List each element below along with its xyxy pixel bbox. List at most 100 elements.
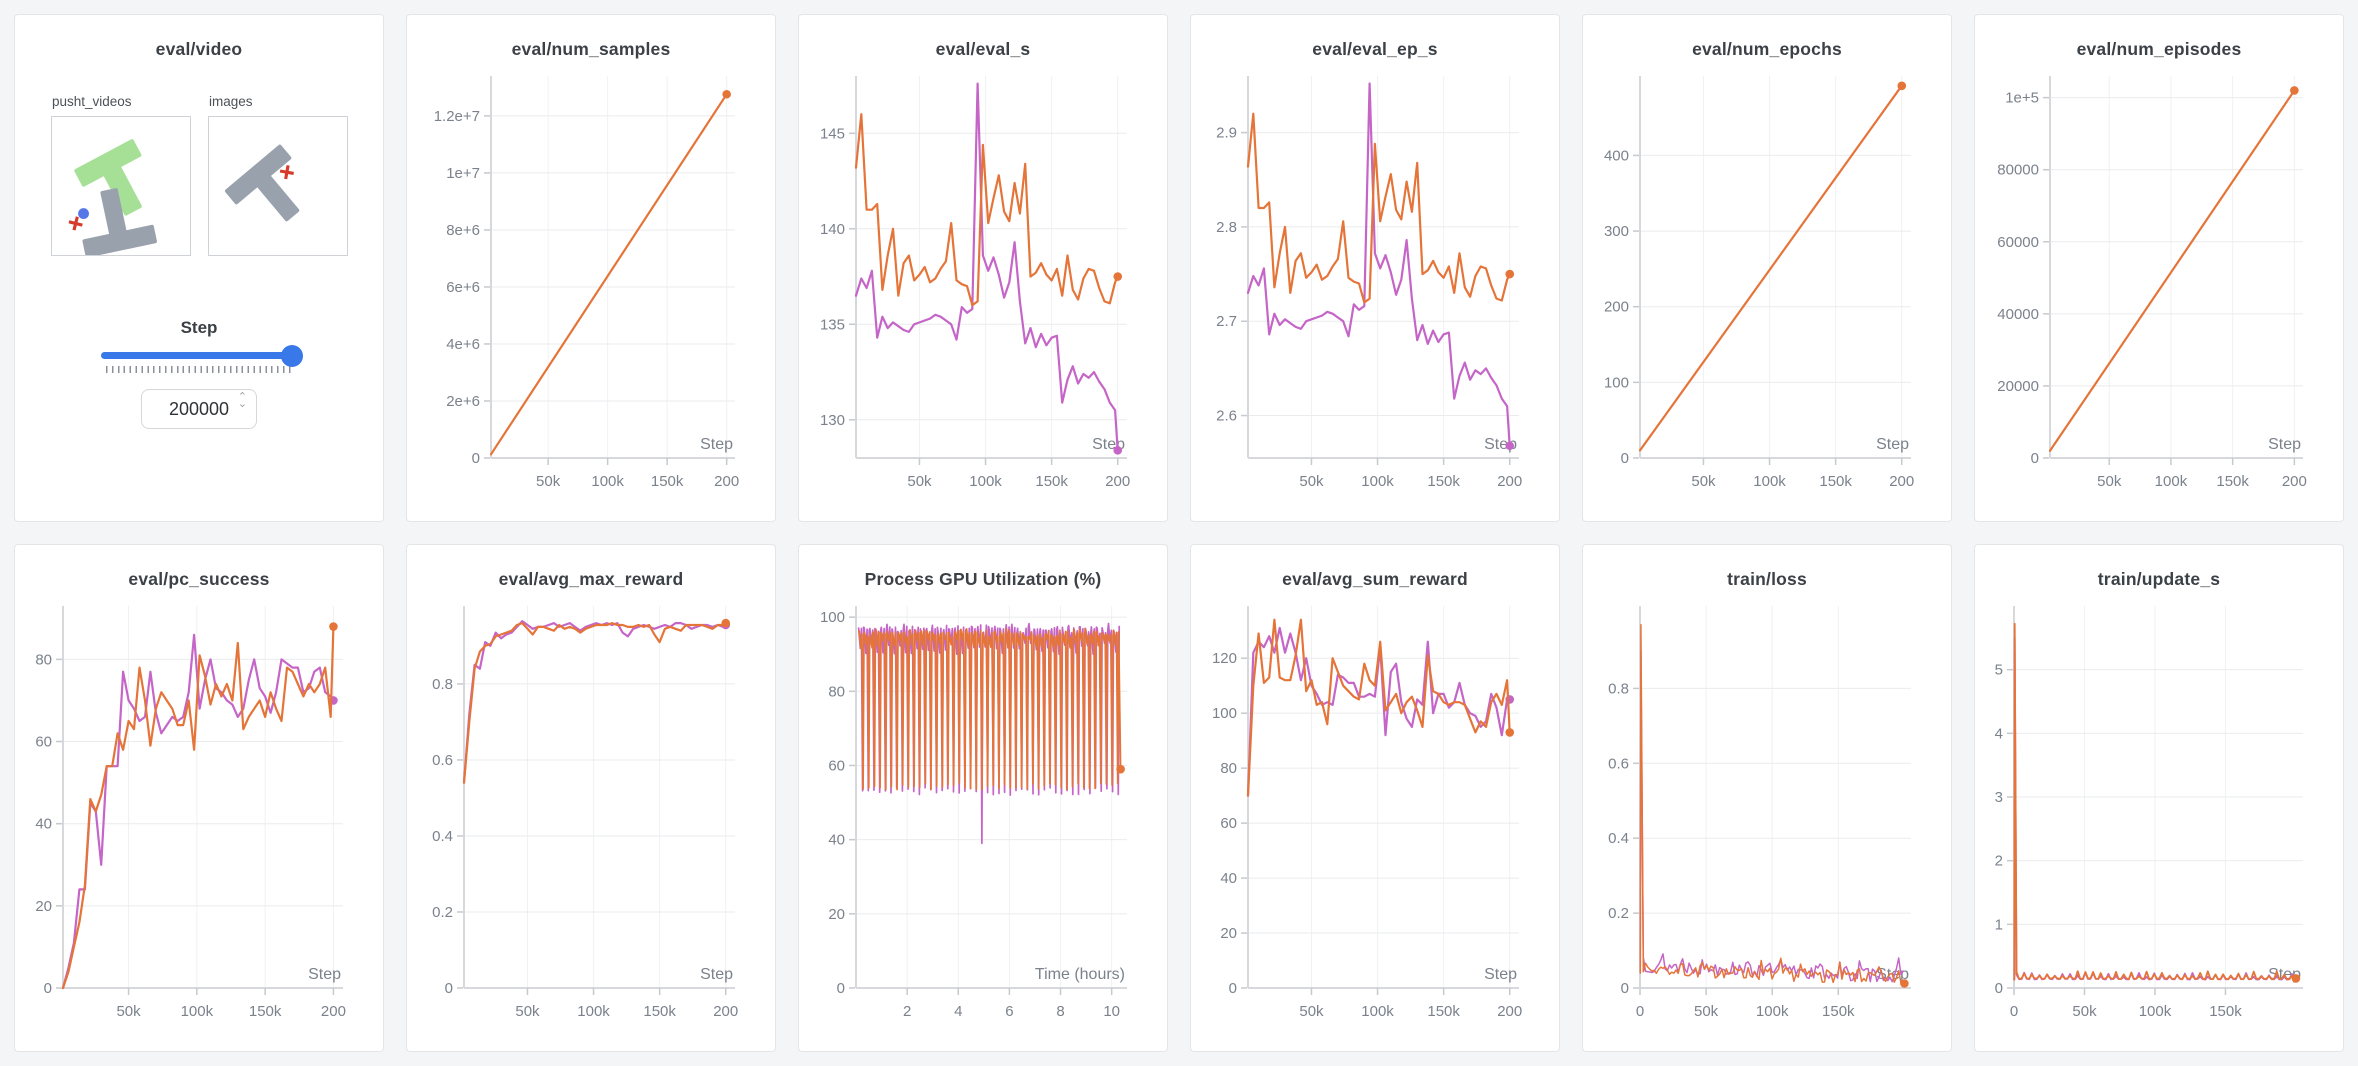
svg-text:20: 20 xyxy=(1220,925,1237,942)
chart-eval-avg-max-reward[interactable]: 0 0.2 0.4 0.6 0.8 50k 100k 150k 200 Step xyxy=(407,592,775,1044)
chart-eval-num-epochs[interactable]: 0 100 200 300 400 50k 100k 150k 200 Step xyxy=(1583,62,1951,514)
svg-text:Step: Step xyxy=(1876,436,1909,453)
svg-text:100k: 100k xyxy=(1756,1003,1789,1020)
svg-text:80: 80 xyxy=(35,651,52,668)
svg-text:Step: Step xyxy=(2268,436,2301,453)
panel-train-update-s: train/update_s 0 1 2 3 4 5 0 50k 100k 150k Step xyxy=(1974,544,2344,1052)
svg-text:3: 3 xyxy=(1995,789,2003,806)
svg-text:100k: 100k xyxy=(577,1003,610,1020)
gray-t-shape xyxy=(82,188,157,258)
svg-text:150k: 150k xyxy=(2209,1003,2242,1020)
panel-eval-avg-sum-reward: eval/avg_sum_reward 0 20 40 60 80 100 120 50k 10… xyxy=(1190,544,1560,1052)
chart-process-gpu-utilization[interactable]: 0 20 40 60 80 100 2 4 6 8 10 Time (hours) xyxy=(799,592,1167,1044)
step-control: Step 200000 ⌃ ⌄ xyxy=(15,318,383,429)
video-figure-pusht-videos: pusht_videos xyxy=(51,94,191,258)
video-thumbnail-images[interactable] xyxy=(208,116,348,256)
video-thumbnail-pusht-videos[interactable] xyxy=(51,116,191,258)
svg-text:4: 4 xyxy=(954,1003,962,1020)
svg-text:150k: 150k xyxy=(2216,473,2249,490)
chart-title: eval/avg_sum_reward xyxy=(1282,569,1468,589)
svg-text:0: 0 xyxy=(472,450,480,467)
video-caption: pusht_videos xyxy=(52,94,132,109)
svg-text:150k: 150k xyxy=(651,473,684,490)
svg-text:150k: 150k xyxy=(249,1003,282,1020)
svg-text:Step: Step xyxy=(1484,966,1517,983)
svg-text:20000: 20000 xyxy=(1997,378,2039,395)
svg-text:0: 0 xyxy=(837,980,845,997)
step-slider[interactable] xyxy=(101,344,303,373)
svg-text:200: 200 xyxy=(1497,1003,1522,1020)
svg-text:Step: Step xyxy=(308,966,341,983)
svg-text:60: 60 xyxy=(828,757,845,774)
panel-eval-num-epochs: eval/num_epochs 0 100 200 300 400 50k 100k 150k… xyxy=(1582,14,1952,522)
svg-text:2: 2 xyxy=(1995,853,2003,870)
svg-text:0.8: 0.8 xyxy=(432,676,453,693)
svg-text:0: 0 xyxy=(2010,1003,2018,1020)
svg-text:0.4: 0.4 xyxy=(432,828,453,845)
svg-text:60: 60 xyxy=(35,734,52,751)
stepper-arrows[interactable]: ⌃ ⌄ xyxy=(237,391,247,410)
svg-text:135: 135 xyxy=(820,316,845,333)
chart-title: train/loss xyxy=(1727,569,1807,589)
svg-text:120: 120 xyxy=(1212,650,1237,667)
svg-text:2e+6: 2e+6 xyxy=(446,393,480,410)
chart-eval-num-episodes[interactable]: 0 20000 40000 60000 80000 1e+5 50k 100k 150k 200 S… xyxy=(1975,62,2343,514)
svg-text:100k: 100k xyxy=(969,473,1002,490)
svg-text:50k: 50k xyxy=(116,1003,141,1020)
media-panel-title: eval/video xyxy=(155,39,243,59)
images-frame xyxy=(224,144,300,222)
panel-eval-num-samples: eval/num_samples 0 2e+6 4e+6 6e+6 8e+6 1e+7 1.… xyxy=(406,14,776,522)
svg-text:0.6: 0.6 xyxy=(1608,755,1629,772)
svg-text:40000: 40000 xyxy=(1997,306,2039,323)
svg-text:145: 145 xyxy=(820,125,845,142)
svg-text:0: 0 xyxy=(44,980,52,997)
chart-eval-num-samples[interactable]: 0 2e+6 4e+6 6e+6 8e+6 1e+7 1.2e+7 50k 100k 150k 20… xyxy=(407,62,775,514)
svg-text:0.2: 0.2 xyxy=(1608,905,1629,922)
svg-text:100: 100 xyxy=(1212,705,1237,722)
slider-thumb[interactable] xyxy=(281,344,303,367)
chart-eval-pc-success[interactable]: 0 20 40 60 80 50k 100k 150k 200 Step xyxy=(15,592,383,1044)
step-up-icon[interactable]: ⌃ xyxy=(237,391,247,403)
svg-text:150k: 150k xyxy=(1822,1003,1855,1020)
chart-eval-avg-sum-reward[interactable]: 0 20 40 60 80 100 120 50k 100k 150k 200 Step xyxy=(1191,592,1559,1044)
step-down-icon[interactable]: ⌄ xyxy=(237,398,247,410)
svg-text:400: 400 xyxy=(1604,147,1629,164)
svg-text:150k: 150k xyxy=(643,1003,676,1020)
svg-text:200: 200 xyxy=(1497,473,1522,490)
svg-text:1e+5: 1e+5 xyxy=(2005,90,2039,107)
svg-text:50k: 50k xyxy=(1299,473,1324,490)
svg-text:150k: 150k xyxy=(1035,473,1068,490)
chart-title: eval/pc_success xyxy=(128,569,270,589)
svg-text:100k: 100k xyxy=(1361,473,1394,490)
chart-title: eval/num_epochs xyxy=(1692,39,1842,59)
panel-eval-eval-s: eval/eval_s 130 135 140 145 50k 100k 150k 200 St… xyxy=(798,14,1168,522)
step-input[interactable]: 200000 ⌃ ⌄ xyxy=(141,389,257,429)
svg-text:200: 200 xyxy=(2282,473,2307,490)
svg-text:Step: Step xyxy=(700,966,733,983)
svg-text:4: 4 xyxy=(1995,725,2003,742)
svg-text:0.4: 0.4 xyxy=(1608,830,1629,847)
slider-track[interactable] xyxy=(101,344,303,367)
svg-text:1e+7: 1e+7 xyxy=(446,165,480,182)
svg-text:6e+6: 6e+6 xyxy=(446,279,480,296)
green-t-shape xyxy=(74,139,142,216)
svg-text:2.9: 2.9 xyxy=(1216,125,1237,142)
svg-text:0: 0 xyxy=(1621,980,1629,997)
svg-text:4e+6: 4e+6 xyxy=(446,336,480,353)
panel-eval-pc-success: eval/pc_success 0 20 40 60 80 50k 100k 150k 200 S… xyxy=(14,544,384,1052)
gray-t-shape xyxy=(224,144,300,222)
svg-text:8e+6: 8e+6 xyxy=(446,222,480,239)
svg-text:10: 10 xyxy=(1103,1003,1120,1020)
svg-text:0: 0 xyxy=(445,980,453,997)
svg-text:100: 100 xyxy=(1604,374,1629,391)
svg-text:2.7: 2.7 xyxy=(1216,313,1237,330)
svg-text:100k: 100k xyxy=(1361,1003,1394,1020)
svg-text:50k: 50k xyxy=(2097,473,2122,490)
chart-title: eval/eval_ep_s xyxy=(1312,39,1438,59)
media-thumbnails: pusht_videos xyxy=(51,94,383,258)
svg-text:100k: 100k xyxy=(2155,473,2188,490)
